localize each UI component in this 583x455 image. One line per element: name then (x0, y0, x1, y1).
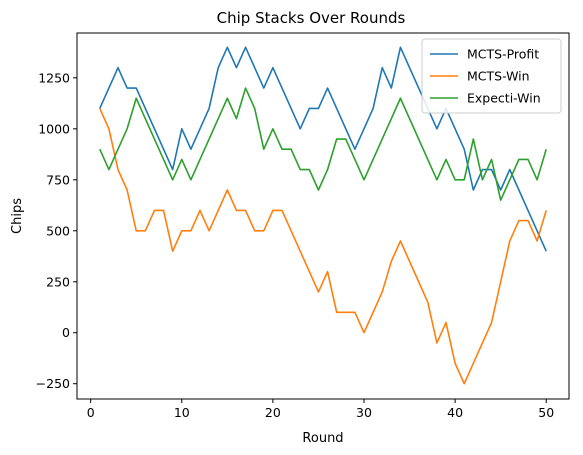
x-tick-label: 0 (87, 405, 95, 420)
y-tick-label: 250 (46, 274, 70, 289)
x-axis-label: Round (302, 431, 343, 446)
legend-label: Expecti-Win (467, 91, 541, 106)
y-tick-label: 0 (62, 325, 70, 340)
x-tick-label: 20 (265, 405, 281, 420)
y-axis: −250 0 250 500 750 1000 1250 (36, 70, 77, 391)
legend-label: MCTS-Win (467, 69, 530, 84)
x-tick-label: 50 (538, 405, 554, 420)
chart-title: Chip Stacks Over Rounds (217, 9, 406, 27)
series-line-mcts-win (100, 108, 546, 383)
x-tick-label: 30 (356, 405, 372, 420)
y-axis-label: Chips (10, 198, 25, 234)
legend: MCTS-Profit MCTS-Win Expecti-Win (422, 39, 561, 113)
legend-label: MCTS-Profit (467, 47, 539, 62)
x-axis: 0 10 20 30 40 50 (87, 399, 555, 420)
y-tick-label: 500 (46, 223, 70, 238)
y-tick-label: 1000 (38, 121, 70, 136)
x-tick-label: 10 (174, 405, 190, 420)
y-tick-label: 750 (46, 172, 70, 187)
y-tick-label: −250 (36, 376, 70, 391)
x-tick-label: 40 (447, 405, 463, 420)
y-tick-label: 1250 (38, 70, 70, 85)
